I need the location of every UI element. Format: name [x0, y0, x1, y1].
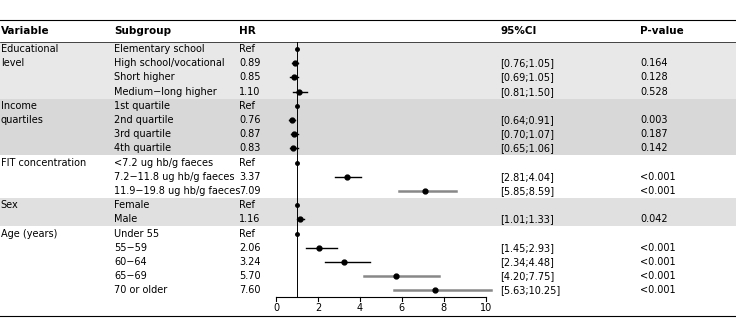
Text: 0.528: 0.528	[640, 87, 668, 97]
Text: 3.24: 3.24	[239, 257, 261, 267]
Text: [4.20;7.75]: [4.20;7.75]	[500, 271, 555, 281]
Text: 7.09: 7.09	[239, 186, 261, 196]
Text: Under 55: Under 55	[114, 228, 159, 239]
Text: Ref: Ref	[239, 228, 255, 239]
Text: Educational: Educational	[1, 44, 58, 54]
FancyBboxPatch shape	[0, 198, 736, 226]
Text: Income: Income	[1, 101, 37, 111]
Text: 0.164: 0.164	[640, 58, 668, 68]
Text: 3rd quartile: 3rd quartile	[114, 129, 171, 139]
Text: 5.70: 5.70	[239, 271, 261, 281]
FancyBboxPatch shape	[0, 42, 736, 99]
Text: 1.16: 1.16	[239, 214, 261, 224]
Text: 8: 8	[441, 303, 447, 313]
Text: Elementary school: Elementary school	[114, 44, 205, 54]
Text: Subgroup: Subgroup	[114, 26, 171, 36]
Text: 0.042: 0.042	[640, 214, 668, 224]
Text: Short higher: Short higher	[114, 73, 174, 82]
Text: Ref: Ref	[239, 44, 255, 54]
FancyBboxPatch shape	[0, 99, 736, 156]
Text: 10: 10	[480, 303, 492, 313]
Text: Male: Male	[114, 214, 138, 224]
Text: [5.63;10.25]: [5.63;10.25]	[500, 285, 561, 295]
Text: 2: 2	[315, 303, 321, 313]
Text: 7.2−11.8 ug hb/g faeces: 7.2−11.8 ug hb/g faeces	[114, 172, 235, 182]
Text: HR: HR	[239, 26, 256, 36]
Text: [0.70;1.07]: [0.70;1.07]	[500, 129, 554, 139]
Text: 2.06: 2.06	[239, 243, 261, 253]
Text: 1.10: 1.10	[239, 87, 261, 97]
Text: 4: 4	[357, 303, 363, 313]
Text: 0.142: 0.142	[640, 143, 668, 154]
Text: Age (years): Age (years)	[1, 228, 57, 239]
Text: level: level	[1, 58, 24, 68]
Text: [2.81;4.04]: [2.81;4.04]	[500, 172, 554, 182]
Text: 55−59: 55−59	[114, 243, 147, 253]
Text: 65−69: 65−69	[114, 271, 146, 281]
Text: [0.65;1.06]: [0.65;1.06]	[500, 143, 554, 154]
Text: <0.001: <0.001	[640, 257, 676, 267]
Text: 95%CI: 95%CI	[500, 26, 537, 36]
Text: 6: 6	[399, 303, 405, 313]
Text: 0.85: 0.85	[239, 73, 261, 82]
Text: <0.001: <0.001	[640, 285, 676, 295]
Text: 0.003: 0.003	[640, 115, 668, 125]
Text: 4th quartile: 4th quartile	[114, 143, 171, 154]
Text: <0.001: <0.001	[640, 172, 676, 182]
Text: Ref: Ref	[239, 200, 255, 210]
Text: [1.45;2.93]: [1.45;2.93]	[500, 243, 554, 253]
Text: 0.128: 0.128	[640, 73, 668, 82]
Text: [1.01;1.33]: [1.01;1.33]	[500, 214, 554, 224]
Text: 0.83: 0.83	[239, 143, 261, 154]
Text: 1st quartile: 1st quartile	[114, 101, 170, 111]
Text: High school/vocational: High school/vocational	[114, 58, 224, 68]
Text: 0.89: 0.89	[239, 58, 261, 68]
Text: Sex: Sex	[1, 200, 18, 210]
Text: [0.76;1.05]: [0.76;1.05]	[500, 58, 554, 68]
Text: [0.69;1.05]: [0.69;1.05]	[500, 73, 554, 82]
Text: 0.187: 0.187	[640, 129, 668, 139]
Text: [0.64;0.91]: [0.64;0.91]	[500, 115, 554, 125]
Text: [5.85;8.59]: [5.85;8.59]	[500, 186, 555, 196]
Text: 11.9−19.8 ug hb/g faeces: 11.9−19.8 ug hb/g faeces	[114, 186, 241, 196]
Text: Variable: Variable	[1, 26, 49, 36]
Text: <0.001: <0.001	[640, 271, 676, 281]
Text: <7.2 ug hb/g faeces: <7.2 ug hb/g faeces	[114, 158, 213, 168]
Text: 3.37: 3.37	[239, 172, 261, 182]
Text: 70 or older: 70 or older	[114, 285, 167, 295]
Text: Female: Female	[114, 200, 149, 210]
Text: Ref: Ref	[239, 158, 255, 168]
Text: <0.001: <0.001	[640, 186, 676, 196]
Text: <0.001: <0.001	[640, 243, 676, 253]
Text: 7.60: 7.60	[239, 285, 261, 295]
Text: P-value: P-value	[640, 26, 684, 36]
Text: quartiles: quartiles	[1, 115, 43, 125]
Text: 0: 0	[273, 303, 279, 313]
Text: 60−64: 60−64	[114, 257, 146, 267]
Text: FIT concentration: FIT concentration	[1, 158, 86, 168]
Text: [2.34;4.48]: [2.34;4.48]	[500, 257, 554, 267]
Text: 0.76: 0.76	[239, 115, 261, 125]
Text: Ref: Ref	[239, 101, 255, 111]
Text: 2nd quartile: 2nd quartile	[114, 115, 174, 125]
Text: [0.81;1.50]: [0.81;1.50]	[500, 87, 554, 97]
Text: Medium−long higher: Medium−long higher	[114, 87, 217, 97]
Text: 0.87: 0.87	[239, 129, 261, 139]
